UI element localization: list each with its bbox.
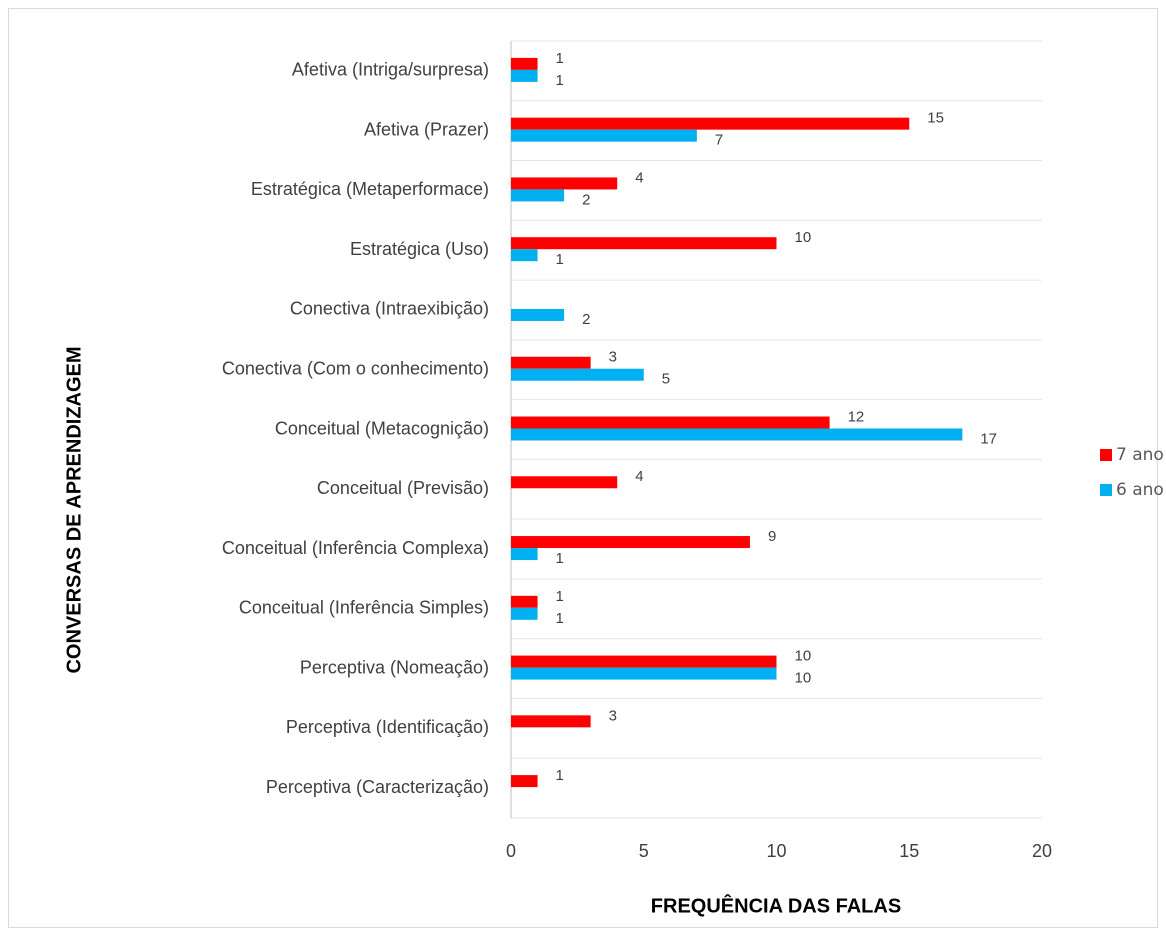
legend-label: 7 ano [1116, 445, 1164, 465]
value-label: 1 [556, 72, 564, 89]
value-label: 9 [768, 528, 776, 545]
value-label: 4 [635, 169, 643, 186]
chart-border [8, 8, 1158, 928]
bar [511, 476, 618, 489]
bar [511, 368, 644, 381]
y-axis-title: CONVERSAS DE APRENDIZAGEM [63, 346, 85, 673]
y-tick-label: Conectiva (Intraexibição) [290, 299, 489, 319]
y-tick-label: Afetiva (Prazer) [364, 119, 489, 139]
x-axis-title: FREQUÊNCIA DAS FALAS [651, 893, 901, 917]
bar [511, 117, 910, 130]
value-label: 2 [582, 311, 590, 328]
y-tick-label: Perceptiva (Nomeação) [300, 657, 489, 677]
bar [511, 416, 830, 429]
bar [511, 177, 618, 190]
value-label: 12 [848, 408, 865, 425]
bar [511, 308, 565, 321]
x-tick-label: 10 [766, 841, 786, 861]
x-tick-label: 0 [506, 841, 516, 861]
value-label: 10 [795, 670, 812, 687]
y-tick-label: Conceitual (Inferência Simples) [239, 598, 489, 618]
bar [511, 595, 538, 608]
legend-label: 6 ano [1116, 480, 1164, 500]
bar [511, 428, 963, 441]
value-label: 17 [980, 430, 997, 447]
bar [511, 69, 538, 82]
bar [511, 129, 697, 142]
value-label: 2 [582, 191, 590, 208]
value-label: 1 [556, 610, 564, 627]
value-label: 1 [556, 767, 564, 784]
legend-swatch [1100, 484, 1112, 496]
y-tick-label: Perceptiva (Identificação) [286, 717, 489, 737]
y-tick-label: Conectiva (Com o conhecimento) [222, 358, 489, 378]
x-tick-label: 5 [639, 841, 649, 861]
value-label: 1 [556, 588, 564, 605]
value-label: 4 [635, 468, 643, 485]
y-tick-label: Conceitual (Inferência Complexa) [222, 538, 489, 558]
value-label: 3 [609, 707, 617, 724]
y-tick-label: Afetiva (Intriga/surpresa) [292, 60, 489, 80]
bar [511, 607, 538, 620]
bar [511, 655, 777, 668]
value-label: 3 [609, 349, 617, 366]
bar [511, 548, 538, 561]
bar [511, 57, 538, 70]
value-label: 10 [795, 229, 812, 246]
value-label: 1 [556, 251, 564, 268]
y-tick-label: Perceptiva (Caracterização) [266, 777, 489, 797]
bar [511, 775, 538, 788]
value-label: 15 [927, 110, 944, 127]
y-tick-label: Conceitual (Metacognição) [275, 418, 489, 438]
value-label: 7 [715, 132, 723, 149]
value-label: 1 [556, 550, 564, 567]
bar [511, 249, 538, 262]
x-tick-label: 20 [1032, 841, 1052, 861]
y-tick-label: Estratégica (Metaperformace) [251, 179, 489, 199]
x-tick-label: 15 [899, 841, 919, 861]
bar [511, 715, 591, 728]
legend-swatch [1100, 449, 1112, 461]
bar [511, 189, 565, 202]
bar [511, 237, 777, 250]
y-tick-label: Conceitual (Previsão) [317, 478, 489, 498]
bar [511, 536, 750, 549]
value-label: 10 [795, 648, 812, 665]
value-label: 1 [556, 50, 564, 67]
y-tick-label: Estratégica (Uso) [350, 239, 489, 259]
bar [511, 667, 777, 680]
value-label: 5 [662, 371, 670, 388]
bar [511, 356, 591, 369]
